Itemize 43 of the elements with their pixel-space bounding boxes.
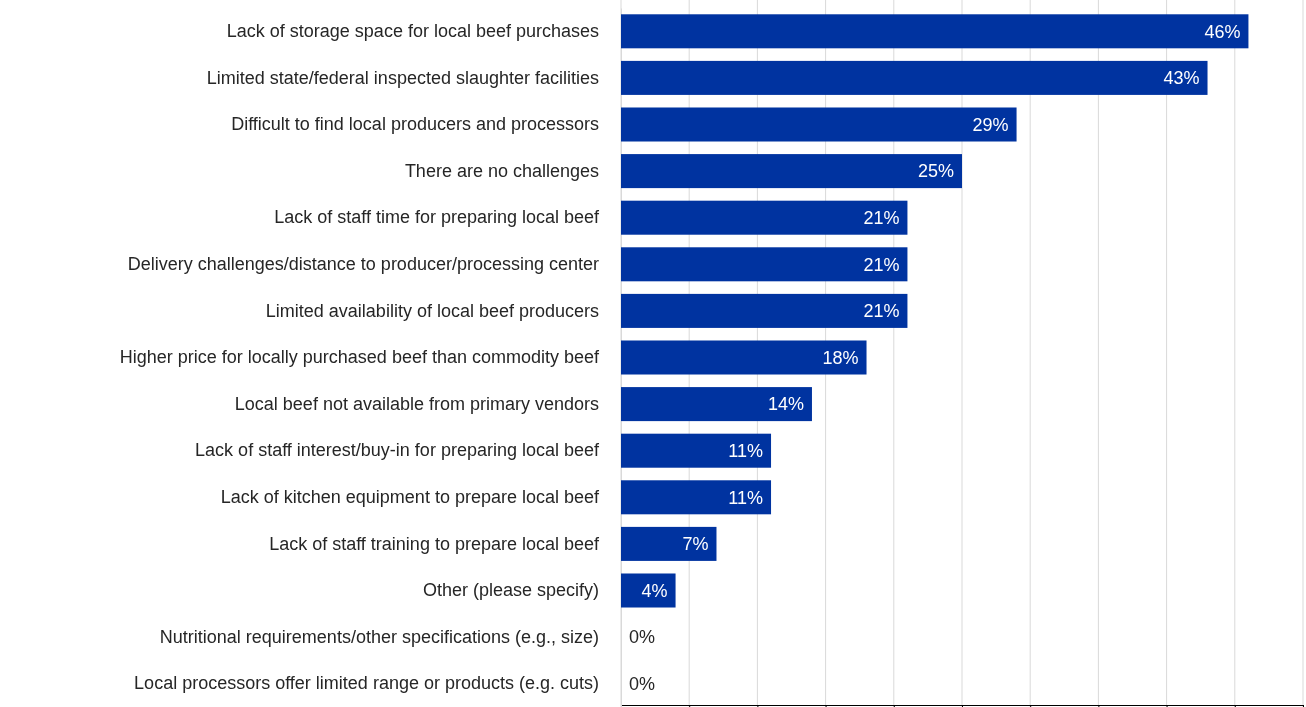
y-tick-label: Lack of staff interest/buy-in for preparing local beef <box>195 440 600 461</box>
data-label: 21% <box>863 208 900 228</box>
bar <box>621 573 676 608</box>
data-label: 11% <box>728 441 764 461</box>
data-label: 0% <box>629 627 656 648</box>
data-label: 14% <box>767 394 804 415</box>
y-tick-label: Difficult to find local producers and processors <box>231 114 599 135</box>
data-label: 46% <box>1204 21 1241 42</box>
data-label: 21% <box>863 301 900 322</box>
bar <box>621 293 908 328</box>
bar <box>621 14 1249 49</box>
bar <box>621 107 1017 142</box>
data-label: 7% <box>682 534 709 555</box>
bar <box>621 60 1208 95</box>
data-label: 43% <box>1163 68 1200 89</box>
y-tick-label: Higher price for locally purchased beef than commodity beef <box>119 347 600 368</box>
data-label: 4% <box>641 580 668 601</box>
y-tick-label: Lack of staff time for preparing local beef <box>274 207 600 228</box>
data-label: 29% <box>972 114 1009 135</box>
bar <box>621 154 962 189</box>
bar <box>621 200 908 235</box>
bar <box>621 433 772 468</box>
y-tick-label: Nutritional requirements/other specifications (e.g., size) <box>159 626 599 647</box>
y-tick-label: Limited state/federal inspected slaughter facilities <box>206 67 599 88</box>
bar <box>621 480 772 515</box>
bar <box>621 526 717 561</box>
y-tick-label: Lack of staff training to prepare local beef <box>269 533 600 554</box>
bar <box>621 340 867 375</box>
data-label: 0% <box>629 674 656 694</box>
y-tick-label: Limited availability of local beef producers <box>265 300 599 321</box>
data-label: 25% <box>917 161 954 182</box>
data-label: 18% <box>822 347 859 368</box>
bar <box>621 247 908 282</box>
y-tick-label: Other (please specify) <box>422 580 599 601</box>
y-tick-label: Local processors offer limited range or products (e.g. cuts) <box>134 673 599 694</box>
y-tick-label: Local beef not available from primary vendors <box>234 393 599 414</box>
data-label: 11% <box>728 487 764 508</box>
y-tick-label: Lack of storage space for local beef purchases <box>226 21 599 42</box>
y-tick-label: Delivery challenges/distance to producer/processing center <box>127 254 599 275</box>
data-label: 21% <box>863 254 900 275</box>
y-tick-label: There are no challenges <box>404 160 599 181</box>
bar <box>621 387 812 422</box>
y-tick-label: Lack of kitchen equipment to prepare local beef <box>220 487 600 508</box>
